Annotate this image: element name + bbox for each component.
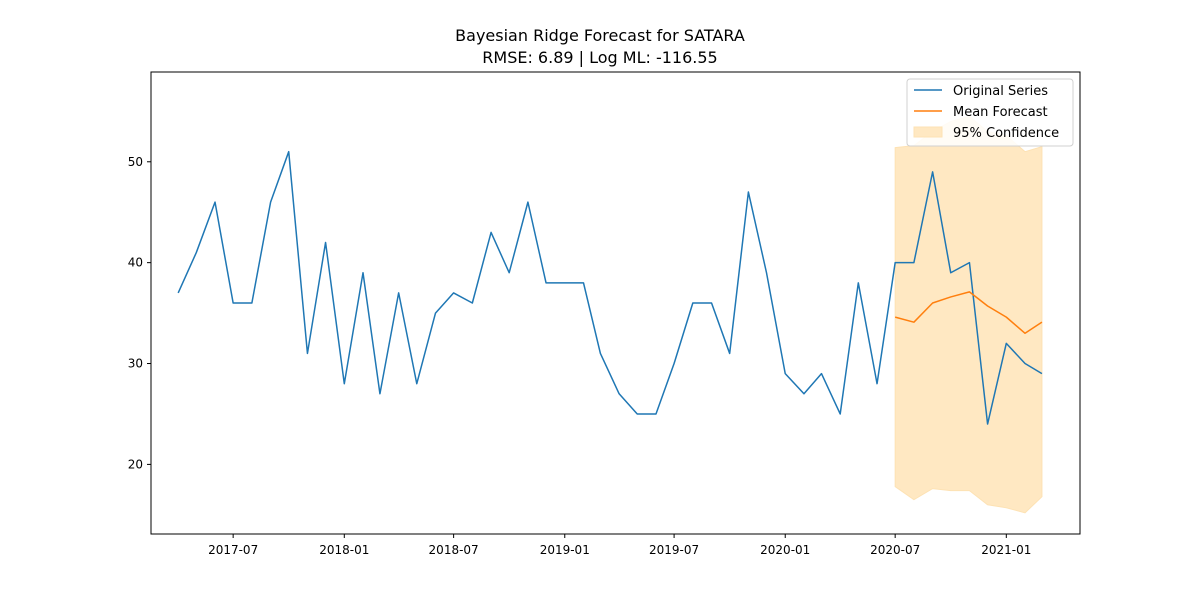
legend-label: Original Series bbox=[953, 84, 1048, 99]
legend-label: Mean Forecast bbox=[953, 105, 1048, 120]
plot-frame bbox=[150, 71, 1081, 535]
x-tick-label: 2017-07 bbox=[208, 543, 258, 557]
x-tick-label: 2018-07 bbox=[429, 543, 479, 557]
y-tick-label: 50 bbox=[128, 155, 143, 169]
chart-title: Bayesian Ridge Forecast for SATARA bbox=[455, 26, 745, 45]
x-tick-label: 2021-01 bbox=[981, 543, 1031, 557]
series-line-0 bbox=[177, 150, 1043, 425]
chart-subtitle: RMSE: 6.89 | Log ML: -116.55 bbox=[482, 48, 718, 67]
y-tick-label: 20 bbox=[128, 457, 143, 471]
y-tick-label: 40 bbox=[128, 256, 143, 270]
legend-label: 95% Confidence bbox=[953, 126, 1059, 141]
confidence-band bbox=[894, 115, 1043, 514]
series-line-1 bbox=[894, 291, 1043, 335]
legend-box bbox=[906, 78, 1074, 147]
y-tick-label: 30 bbox=[128, 357, 143, 371]
legend-swatch-band bbox=[913, 126, 943, 138]
x-tick-label: 2019-01 bbox=[540, 543, 590, 557]
x-tick-label: 2020-07 bbox=[870, 543, 920, 557]
x-tick-label: 2019-07 bbox=[649, 543, 699, 557]
x-tick-label: 2018-01 bbox=[319, 543, 369, 557]
x-tick-label: 2020-01 bbox=[760, 543, 810, 557]
